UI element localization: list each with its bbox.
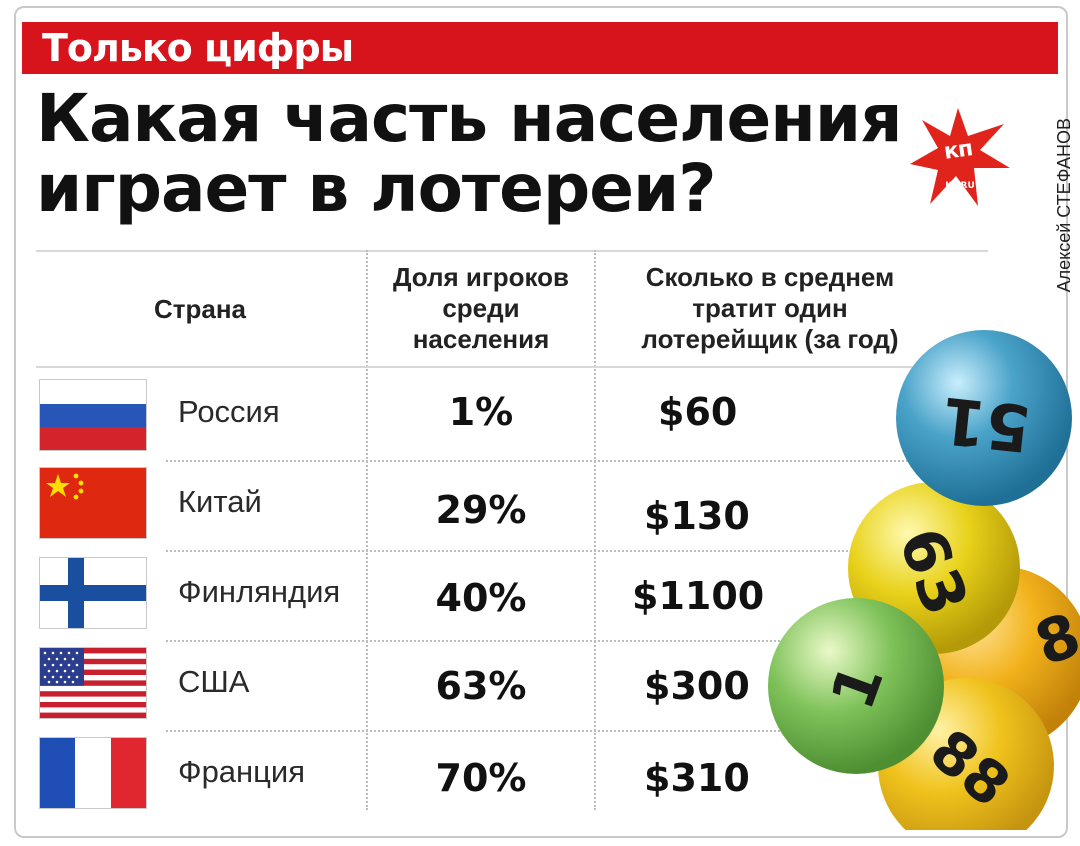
china-flag-icon [40, 468, 146, 538]
logo-subtext: KP.RU [945, 181, 975, 191]
title-line-2: играет в лотереи? [36, 150, 716, 227]
row-divider [166, 730, 936, 732]
table-row-country: Финляндия [178, 574, 341, 609]
row-divider [166, 550, 936, 552]
table-row-share: 70% [435, 756, 527, 800]
section-label: Только цифры [42, 26, 354, 70]
table-row-spend: $300 [644, 664, 750, 708]
column-header-share: Доля игроков среди населения [368, 262, 594, 355]
row-divider [166, 640, 936, 642]
lottery-balls-illustration: 51 63 8 1 88 [756, 330, 1080, 830]
lottery-ball-icon [768, 598, 944, 774]
finland-flag-icon [40, 558, 146, 628]
table-row-country: США [178, 664, 250, 699]
table-row-share: 29% [435, 488, 527, 532]
column-header-spend-line: тратит один [692, 293, 848, 323]
column-divider [594, 250, 596, 810]
title-line-1: Какая часть населения [36, 80, 902, 157]
table-row-share: 1% [448, 390, 514, 434]
column-header-spend-line: лотерейщик (за год) [641, 324, 899, 354]
lottery-ball-icon [896, 330, 1072, 506]
table-row-spend: $310 [644, 756, 750, 800]
france-flag-icon [40, 738, 146, 808]
table-row-country: Франция [178, 754, 306, 789]
column-header-country: Страна [153, 294, 246, 324]
table-row-share: 40% [435, 576, 527, 620]
table-row-spend: $130 [644, 494, 750, 538]
table-row-country: Китай [178, 484, 262, 519]
table-row-spend: $1100 [632, 574, 765, 618]
column-header-spend: Сколько в среднем тратит один лотерейщик… [600, 262, 940, 355]
column-header-share-line: населения [412, 324, 550, 354]
usa-flag-icon [40, 648, 146, 718]
table-row-country: Россия [178, 394, 280, 429]
column-header-spend-line: Сколько в среднем [645, 262, 895, 292]
row-divider [166, 460, 936, 462]
column-header-share-line: Доля игроков [392, 262, 570, 292]
ball-number: 51 [938, 382, 1034, 465]
column-divider [366, 250, 368, 810]
logo-text: кп [942, 136, 974, 165]
table-top-divider [36, 250, 988, 252]
column-header-share-line: среди [442, 293, 520, 323]
russia-flag-icon [40, 380, 146, 450]
page-title: Какая часть населения играет в лотереи? [36, 84, 916, 224]
author-credit: Алексей СТЕФАНОВ [1054, 118, 1074, 293]
table-row-share: 63% [435, 664, 527, 708]
kp-logo-icon: KP.RU [910, 108, 1010, 206]
table-row-spend: $60 [658, 390, 738, 434]
header-divider [36, 366, 936, 368]
section-banner: Только цифры [22, 22, 1058, 74]
